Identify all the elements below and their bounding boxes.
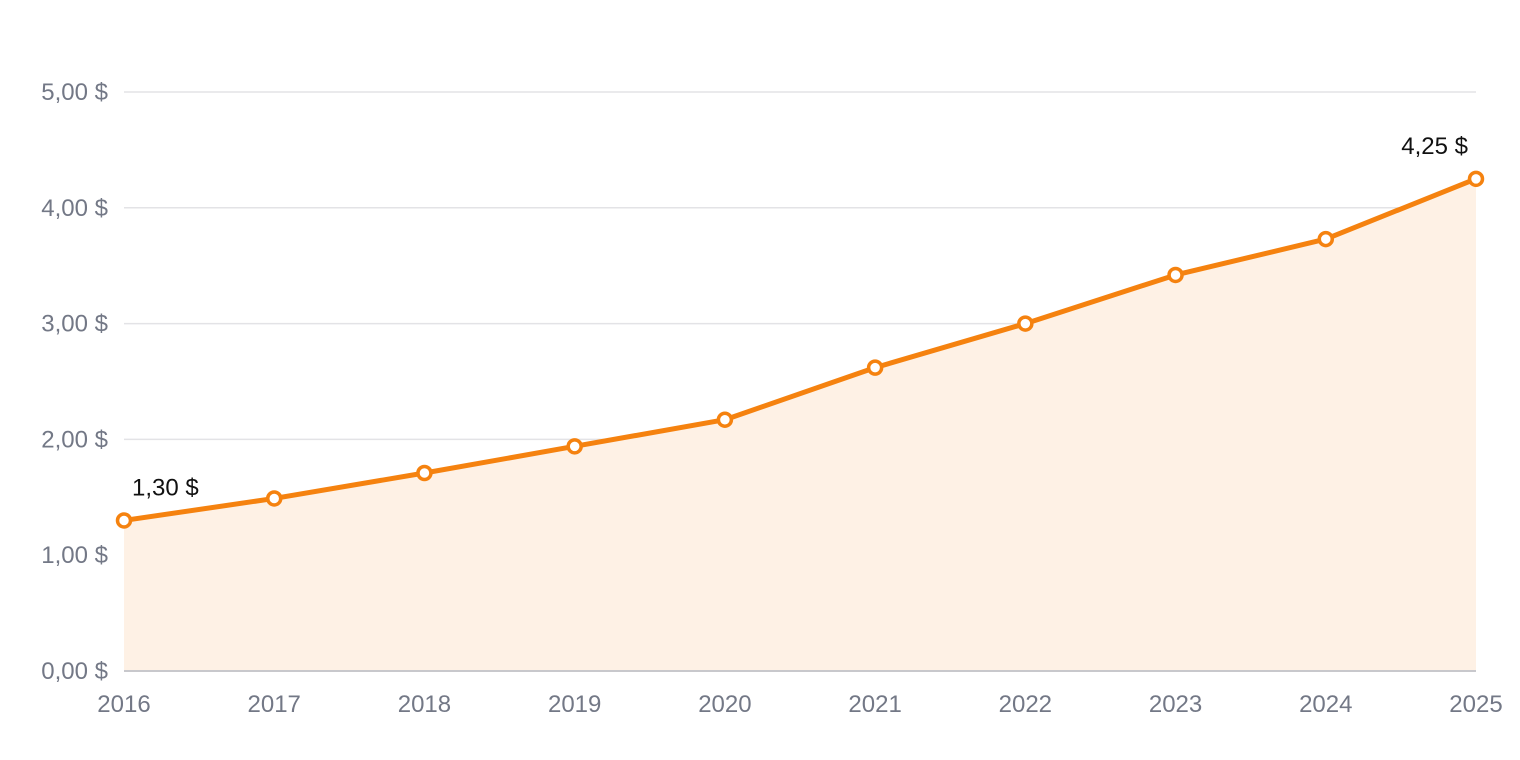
x-tick-label: 2020 [698,691,751,718]
data-point [115,512,133,529]
y-tick-label: 5,00 $ [41,79,108,106]
y-tick-label: 1,00 $ [41,542,108,569]
series-line [121,176,1479,523]
x-tick-label: 2024 [1299,691,1352,718]
y-tick-label: 0,00 $ [41,658,108,685]
x-tick-label: 2016 [97,691,150,718]
x-tick-label: 2018 [398,691,451,718]
area-fill [124,178,1476,671]
y-tick-label: 2,00 $ [41,426,108,453]
x-tick-label: 2023 [1149,691,1202,718]
x-tick-label: 2022 [999,691,1052,718]
y-tick-label: 3,00 $ [41,311,108,338]
data-point [1467,170,1485,188]
x-tick-label: 2025 [1449,691,1502,718]
x-tick-label: 2019 [548,691,601,718]
data-label: 1,30 $ [132,474,199,501]
x-tick-label: 2017 [248,691,301,718]
x-tick-label: 2021 [848,691,901,718]
data-point [1167,266,1184,284]
data-point [1317,230,1335,248]
data-point [716,411,734,428]
data-point [866,359,884,376]
y-tick-label: 4,00 $ [41,195,108,222]
data-label: 4,25 $ [1401,133,1468,160]
data-point [416,464,433,482]
data-point [566,438,583,455]
data-point [1017,315,1034,332]
data-point [265,490,283,507]
